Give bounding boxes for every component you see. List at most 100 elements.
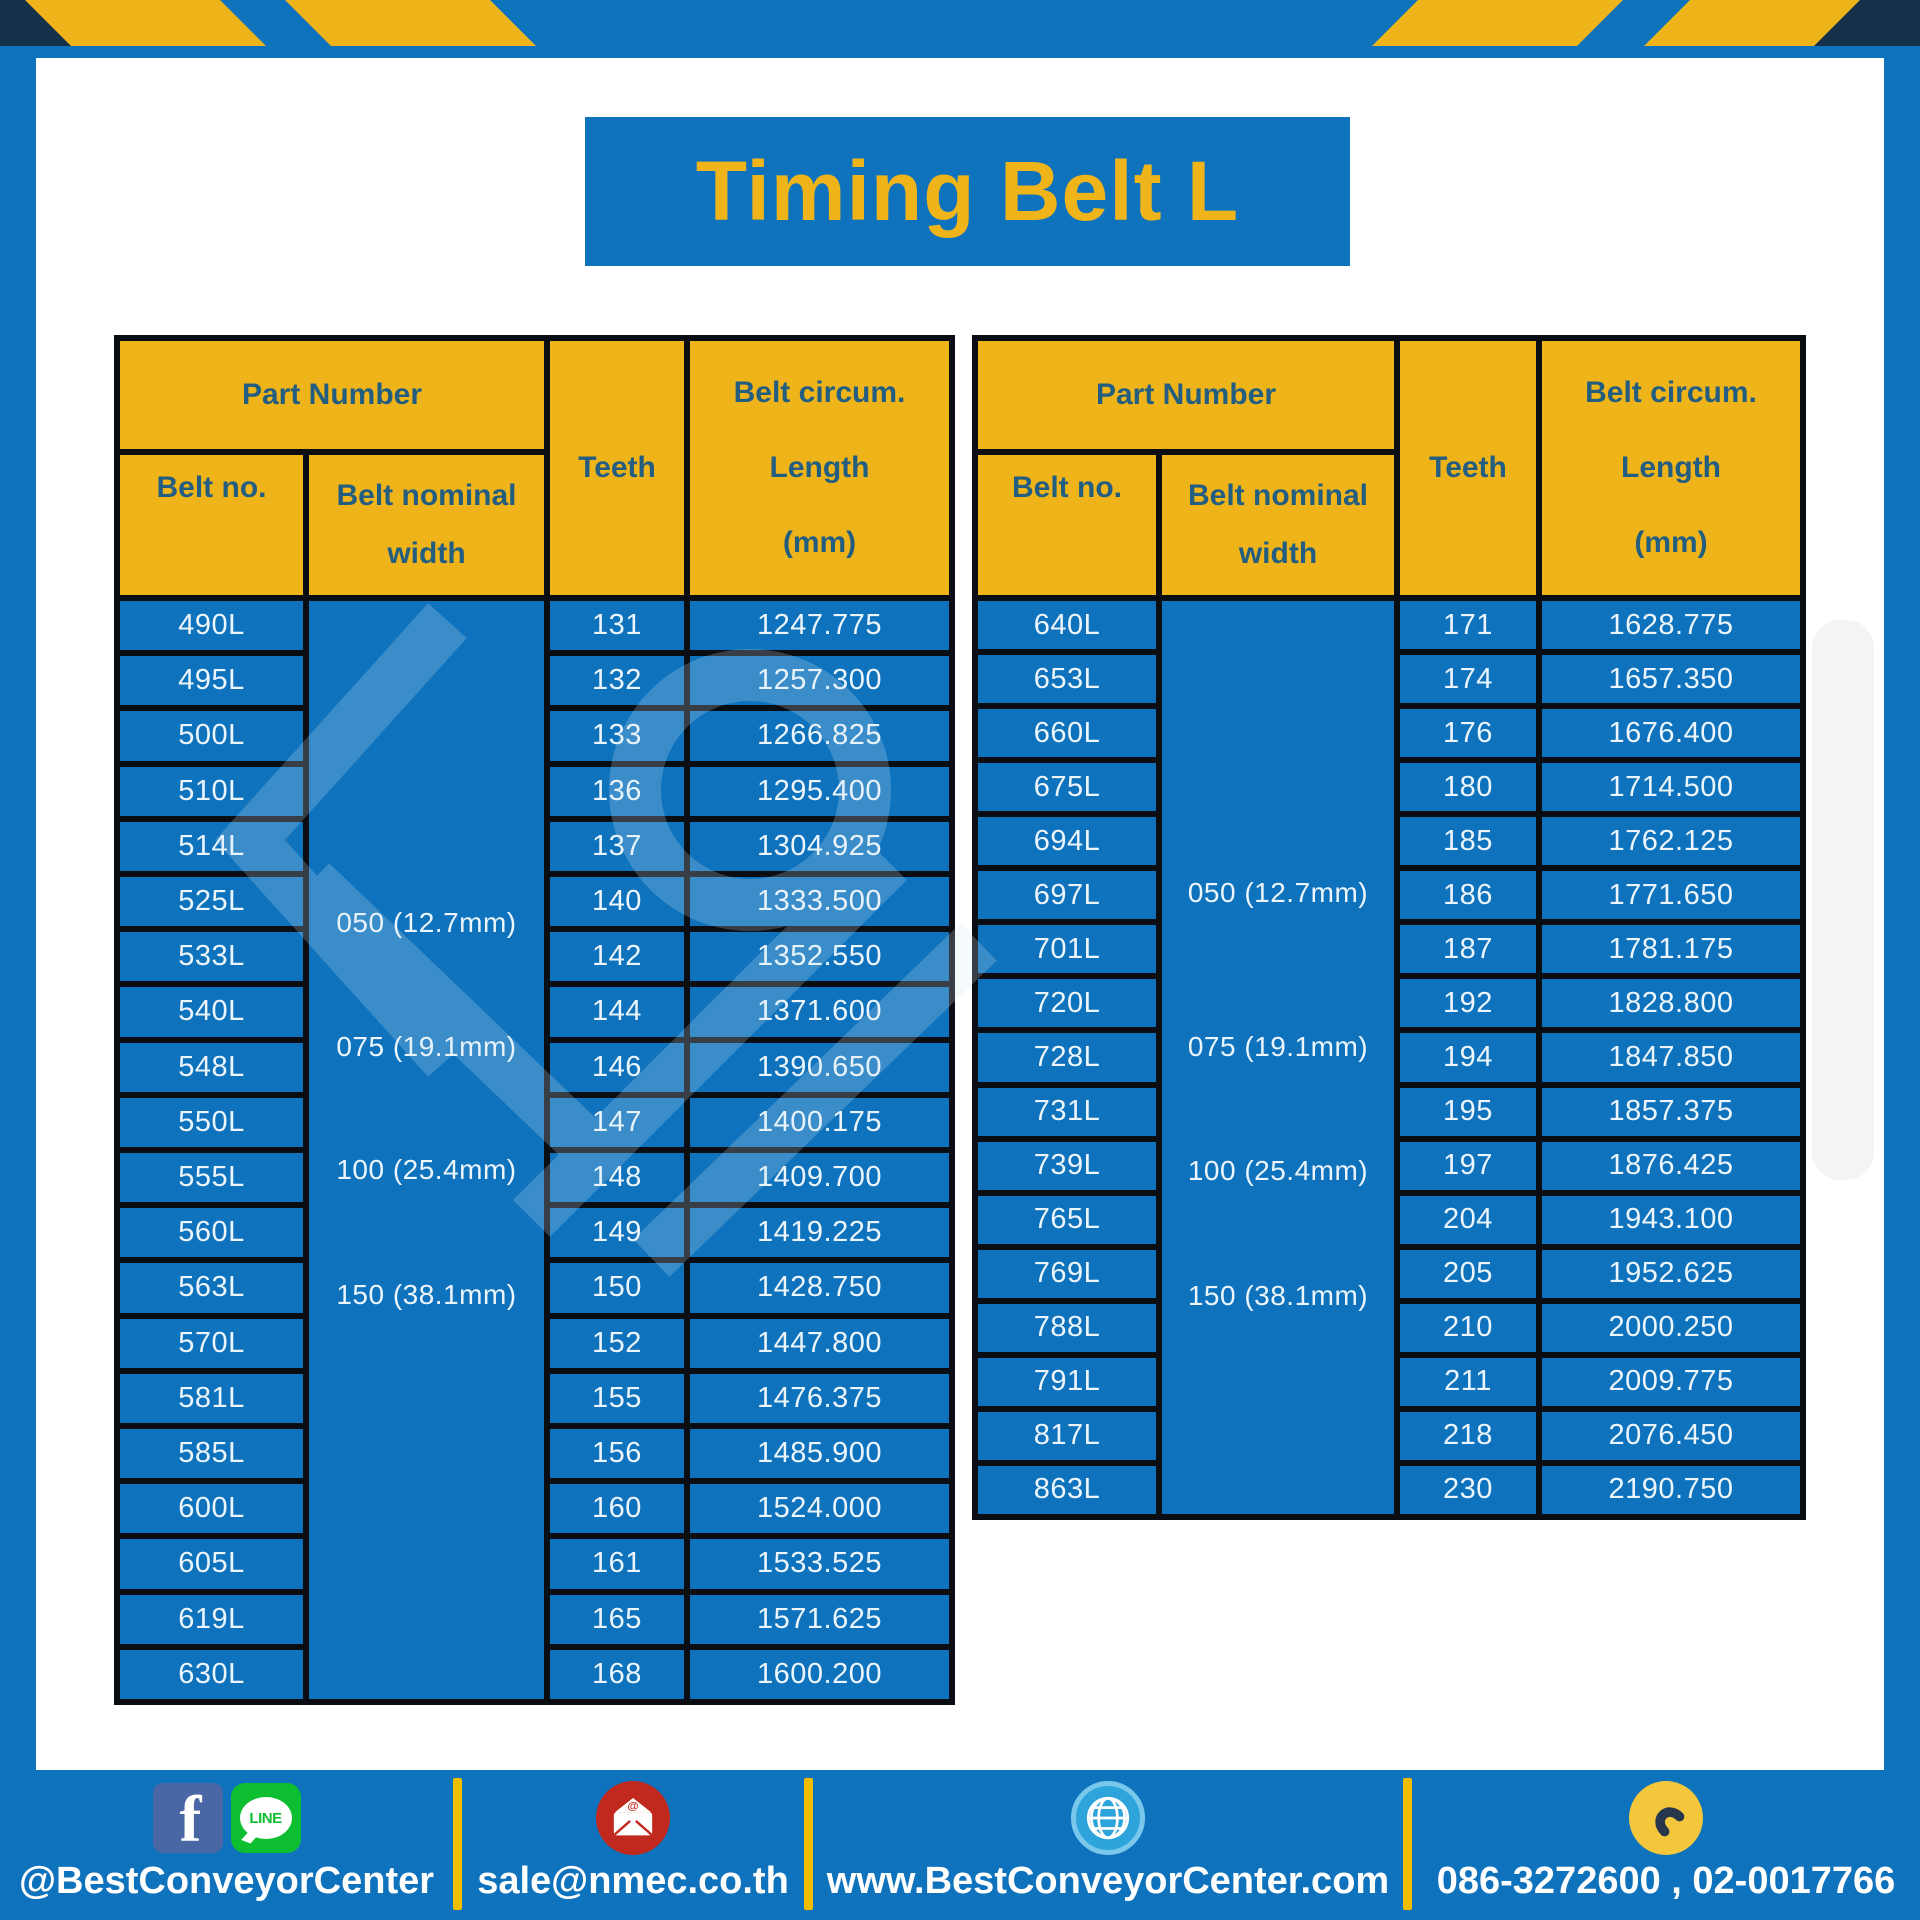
length-cell: 1952.625 (1542, 1249, 1800, 1298)
header-belt-circum-length: Belt circum. Length (mm) (690, 341, 949, 595)
belt-no-cell: 788L (978, 1303, 1156, 1352)
header-belt-no: Belt no. (978, 455, 1156, 595)
length-cell: 2190.750 (1542, 1465, 1800, 1514)
belt-width-merged-cell: 050 (12.7mm) 075 (19.1mm) 100 (25.4mm) 1… (309, 601, 544, 1699)
belt-no-cell: 570L (120, 1318, 303, 1368)
belt-width-label: 150 (38.1mm) (1187, 1279, 1369, 1311)
belt-no-cell: 510L (120, 766, 303, 816)
footer-phone-section: 086-3272600 , 02-0017766 (1412, 1770, 1920, 1920)
teeth-cell: 174 (1400, 655, 1536, 704)
teeth-cell: 152 (550, 1318, 684, 1368)
footer-social-section: f LINE @BestConveyorCenter (0, 1770, 453, 1920)
footer-email-label: sale@nmec.co.th (477, 1860, 789, 1902)
length-cell: 1762.125 (1542, 817, 1800, 866)
belt-no-cell: 701L (978, 925, 1156, 974)
belt-width-label: 100 (25.4mm) (336, 1153, 517, 1185)
length-cell: 1447.800 (690, 1318, 949, 1368)
belt-no-cell: 791L (978, 1357, 1156, 1406)
belt-width-label: 050 (12.7mm) (336, 906, 517, 938)
footer-phone-label: 086-3272600 , 02-0017766 (1436, 1860, 1896, 1902)
footer-bar: f LINE @BestConveyorCenter @ sale (0, 1770, 1920, 1920)
header-belt-no: Belt no. (120, 455, 303, 595)
teeth-cell: 195 (1400, 1087, 1536, 1136)
length-cell: 1943.100 (1542, 1195, 1800, 1244)
length-cell: 1524.000 (690, 1484, 949, 1534)
teeth-cell: 171 (1400, 601, 1536, 650)
length-cell: 1247.775 (690, 601, 949, 651)
footer-website-label: www.BestConveyorCenter.com (826, 1860, 1390, 1902)
belt-width-label: 100 (25.4mm) (1187, 1154, 1369, 1186)
length-cell: 1876.425 (1542, 1141, 1800, 1190)
length-cell: 1847.850 (1542, 1033, 1800, 1082)
length-cell: 1657.350 (1542, 655, 1800, 704)
belt-no-cell: 660L (978, 709, 1156, 758)
belt-width-label: 050 (12.7mm) (1187, 877, 1369, 909)
teeth-cell: 168 (550, 1649, 684, 1699)
phone-icon (1629, 1781, 1703, 1855)
belt-no-cell: 560L (120, 1208, 303, 1258)
belt-no-cell: 694L (978, 817, 1156, 866)
belt-width-label: 075 (19.1mm) (336, 1030, 517, 1062)
belt-no-cell: 490L (120, 601, 303, 651)
teeth-cell: 142 (550, 932, 684, 982)
teeth-cell: 147 (550, 1097, 684, 1147)
belt-no-cell: 728L (978, 1033, 1156, 1082)
header-teeth: Teeth (1400, 341, 1536, 595)
belt-no-cell: 585L (120, 1429, 303, 1479)
teeth-cell: 131 (550, 601, 684, 651)
belt-no-cell: 769L (978, 1249, 1156, 1298)
belt-no-cell: 817L (978, 1411, 1156, 1460)
length-cell: 2000.250 (1542, 1303, 1800, 1352)
hazard-stripe (285, 0, 536, 46)
belt-no-cell: 581L (120, 1373, 303, 1423)
length-cell: 1333.500 (690, 877, 949, 927)
header-belt-circum-length: Belt circum. Length (mm) (1542, 341, 1800, 595)
length-cell: 1600.200 (690, 1649, 949, 1699)
belt-no-cell: 739L (978, 1141, 1156, 1190)
teeth-cell: 230 (1400, 1465, 1536, 1514)
length-cell: 1533.525 (690, 1539, 949, 1589)
teeth-cell: 187 (1400, 925, 1536, 974)
teeth-cell: 146 (550, 1042, 684, 1092)
frame-right-border (1884, 0, 1920, 1772)
page-title-box: Timing Belt L (585, 117, 1350, 266)
length-cell: 1857.375 (1542, 1087, 1800, 1136)
belt-no-cell: 619L (120, 1594, 303, 1644)
frame-left-border (0, 0, 36, 1772)
header-part-number: Part Number (978, 341, 1394, 449)
belt-no-cell: 720L (978, 979, 1156, 1028)
length-cell: 1571.625 (690, 1594, 949, 1644)
teeth-cell: 137 (550, 821, 684, 871)
length-cell: 1266.825 (690, 711, 949, 761)
belt-no-cell: 600L (120, 1484, 303, 1534)
teeth-cell: 140 (550, 877, 684, 927)
teeth-cell: 205 (1400, 1249, 1536, 1298)
teeth-cell: 148 (550, 1153, 684, 1203)
length-cell: 1419.225 (690, 1208, 949, 1258)
length-cell: 1295.400 (690, 766, 949, 816)
length-cell: 1371.600 (690, 987, 949, 1037)
belt-no-cell: 548L (120, 1042, 303, 1092)
teeth-cell: 144 (550, 987, 684, 1037)
belt-no-cell: 863L (978, 1465, 1156, 1514)
teeth-cell: 161 (550, 1539, 684, 1589)
teeth-cell: 218 (1400, 1411, 1536, 1460)
belt-no-cell: 640L (978, 601, 1156, 650)
length-cell: 1390.650 (690, 1042, 949, 1092)
teeth-cell: 197 (1400, 1141, 1536, 1190)
line-icon: LINE (230, 1783, 301, 1853)
length-cell: 1409.700 (690, 1153, 949, 1203)
length-cell: 1257.300 (690, 656, 949, 706)
svg-text:@: @ (627, 1800, 638, 1812)
teeth-cell: 136 (550, 766, 684, 816)
belt-no-cell: 653L (978, 655, 1156, 704)
belt-no-cell: 514L (120, 821, 303, 871)
belt-no-cell: 563L (120, 1263, 303, 1313)
teeth-cell: 132 (550, 656, 684, 706)
length-cell: 1781.175 (1542, 925, 1800, 974)
length-cell: 1676.400 (1542, 709, 1800, 758)
teeth-cell: 156 (550, 1429, 684, 1479)
teeth-cell: 186 (1400, 871, 1536, 920)
length-cell: 1485.900 (690, 1429, 949, 1479)
